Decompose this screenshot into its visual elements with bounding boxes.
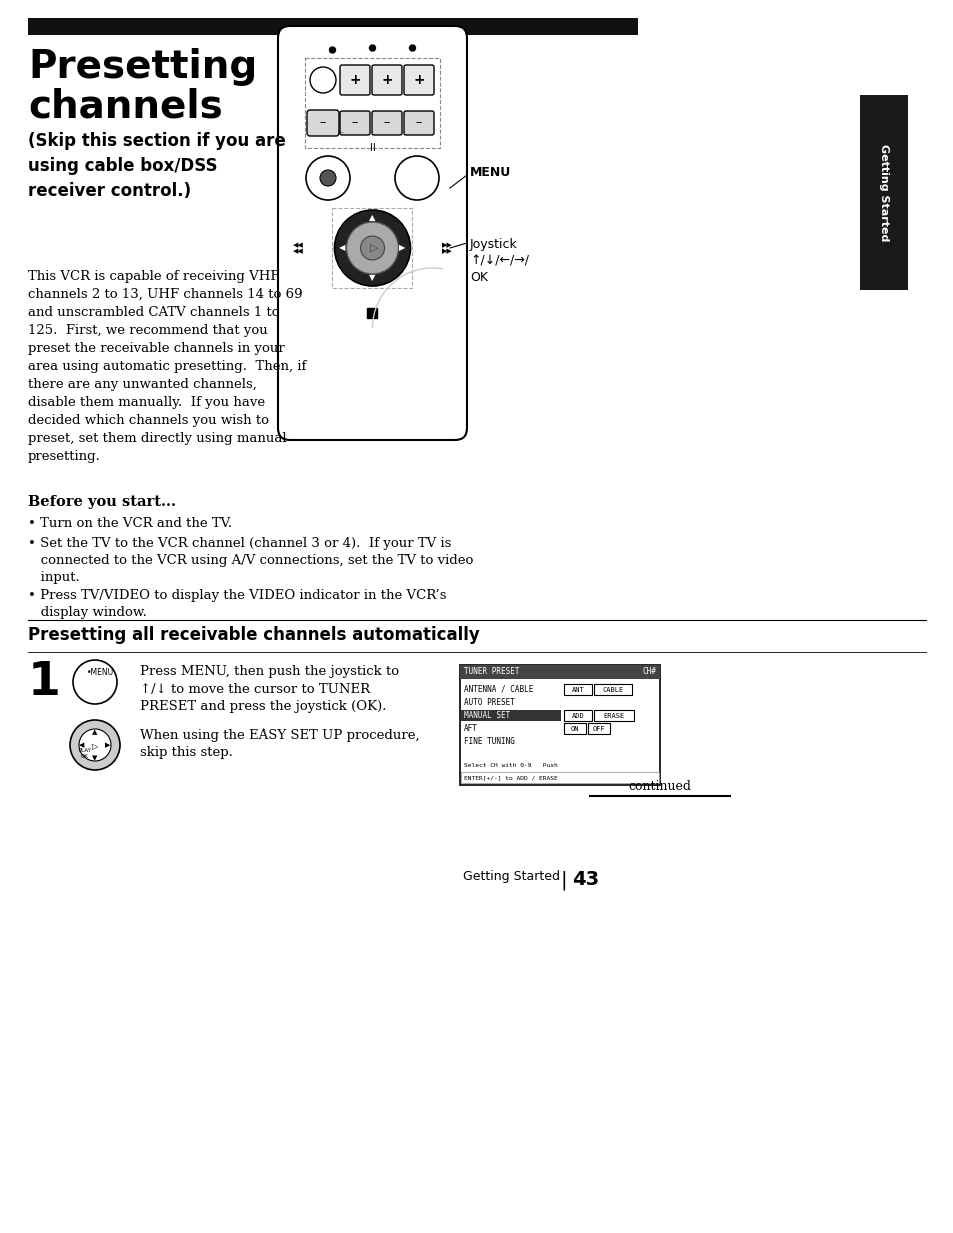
FancyBboxPatch shape xyxy=(403,65,434,95)
Text: ADD: ADD xyxy=(571,713,584,719)
Text: ▶: ▶ xyxy=(105,742,111,748)
Circle shape xyxy=(409,44,416,51)
FancyBboxPatch shape xyxy=(594,684,631,695)
Text: Presetting: Presetting xyxy=(28,48,257,86)
Text: Joystick
↑/↓/←/→/
OK: Joystick ↑/↓/←/→/ OK xyxy=(470,238,529,284)
Text: ▼: ▼ xyxy=(369,274,375,282)
Text: –: – xyxy=(319,116,326,129)
FancyBboxPatch shape xyxy=(403,111,434,134)
Text: ▶▶
▶▶: ▶▶ ▶▶ xyxy=(441,242,452,254)
Text: +: + xyxy=(381,73,393,88)
Text: ▶: ▶ xyxy=(399,243,405,253)
Text: Press MENU, then push the joystick to
↑/↓ to move the cursor to TUNER
PRESET and: Press MENU, then push the joystick to ↑/… xyxy=(140,665,398,713)
Text: ◀◀
◀◀: ◀◀ ◀◀ xyxy=(293,242,303,254)
Circle shape xyxy=(73,660,117,704)
Text: –: – xyxy=(383,116,390,129)
Bar xyxy=(367,308,377,318)
Text: • Set the TV to the VCR channel (channel 3 or 4).  If your TV is
   connected to: • Set the TV to the VCR channel (channel… xyxy=(28,538,473,584)
FancyBboxPatch shape xyxy=(594,710,634,721)
FancyBboxPatch shape xyxy=(28,18,638,35)
Circle shape xyxy=(306,157,350,200)
Circle shape xyxy=(346,222,398,274)
FancyBboxPatch shape xyxy=(563,710,592,721)
Circle shape xyxy=(335,210,410,286)
Text: –: – xyxy=(416,116,421,129)
Text: Getting Started: Getting Started xyxy=(462,870,559,883)
Text: |: | xyxy=(560,870,567,889)
Circle shape xyxy=(79,729,111,761)
FancyBboxPatch shape xyxy=(372,65,401,95)
Text: ▷: ▷ xyxy=(91,742,98,751)
FancyBboxPatch shape xyxy=(459,665,659,785)
Text: OK: OK xyxy=(81,755,89,760)
Text: • Press TV/VIDEO to display the VIDEO indicator in the VCR’s
   display window.: • Press TV/VIDEO to display the VIDEO in… xyxy=(28,589,446,619)
Text: AUTO PRESET: AUTO PRESET xyxy=(463,698,515,707)
Text: –: – xyxy=(352,116,357,129)
Text: ENTER[+/-] to ADD / ERASE: ENTER[+/-] to ADD / ERASE xyxy=(463,776,558,780)
Circle shape xyxy=(70,720,120,769)
Text: TUNER PRESET: TUNER PRESET xyxy=(463,667,519,677)
FancyBboxPatch shape xyxy=(339,65,370,95)
Text: Select CH with 0-9   Push: Select CH with 0-9 Push xyxy=(463,763,558,768)
Text: ANT: ANT xyxy=(571,687,584,693)
Circle shape xyxy=(369,44,375,51)
FancyBboxPatch shape xyxy=(563,684,592,695)
Text: 43: 43 xyxy=(572,870,598,889)
Text: CABLE: CABLE xyxy=(601,687,623,693)
Text: +: + xyxy=(349,73,360,88)
FancyBboxPatch shape xyxy=(307,110,338,136)
FancyBboxPatch shape xyxy=(277,26,467,440)
FancyBboxPatch shape xyxy=(305,58,439,148)
Circle shape xyxy=(329,47,335,53)
Text: Getting Started: Getting Started xyxy=(878,144,888,242)
Text: • Turn on the VCR and the TV.: • Turn on the VCR and the TV. xyxy=(28,517,232,530)
Text: ▷: ▷ xyxy=(370,243,378,253)
Text: ON: ON xyxy=(570,726,578,732)
FancyBboxPatch shape xyxy=(372,111,401,134)
FancyBboxPatch shape xyxy=(459,665,659,679)
Text: continued: continued xyxy=(628,780,691,793)
Text: +: + xyxy=(413,73,424,88)
FancyBboxPatch shape xyxy=(460,772,659,783)
FancyBboxPatch shape xyxy=(859,95,907,290)
Text: ▼: ▼ xyxy=(92,755,97,761)
Text: •MENU: •MENU xyxy=(87,668,114,677)
Circle shape xyxy=(310,67,335,92)
Text: AFT: AFT xyxy=(463,724,477,732)
Circle shape xyxy=(395,157,438,200)
Text: OFF: OFF xyxy=(592,726,605,732)
Text: ⊢: ⊢ xyxy=(336,129,343,136)
FancyBboxPatch shape xyxy=(460,710,560,721)
Text: CH#: CH# xyxy=(641,667,656,677)
Text: MANUAL SET: MANUAL SET xyxy=(463,711,510,720)
Text: MENU: MENU xyxy=(470,166,511,180)
Text: Presetting all receivable channels automatically: Presetting all receivable channels autom… xyxy=(28,626,479,644)
Text: ◀: ◀ xyxy=(79,742,85,748)
Text: ERASE: ERASE xyxy=(602,713,624,719)
Circle shape xyxy=(319,170,335,186)
Text: ◀: ◀ xyxy=(339,243,345,253)
Text: ANTENNA / CABLE: ANTENNA / CABLE xyxy=(463,686,533,694)
Text: II: II xyxy=(369,143,375,153)
Text: PLAY: PLAY xyxy=(78,748,91,753)
Text: FINE TUNING: FINE TUNING xyxy=(463,737,515,746)
Text: ▲: ▲ xyxy=(92,729,97,735)
FancyBboxPatch shape xyxy=(333,208,412,289)
Circle shape xyxy=(360,236,384,260)
FancyBboxPatch shape xyxy=(587,723,609,734)
Text: 1: 1 xyxy=(28,660,61,705)
FancyBboxPatch shape xyxy=(339,111,370,134)
Text: (Skip this section if you are
using cable box/DSS
receiver control.): (Skip this section if you are using cabl… xyxy=(28,132,286,200)
FancyBboxPatch shape xyxy=(563,723,585,734)
Text: When using the EÀSY SET UP procedure,
skip this step.: When using the EÀSY SET UP procedure, s… xyxy=(140,727,419,760)
Text: Before you start...: Before you start... xyxy=(28,494,175,509)
Text: channels: channels xyxy=(28,88,222,126)
Text: ▲: ▲ xyxy=(369,213,375,222)
Text: This VCR is capable of receiving VHF
channels 2 to 13, UHF channels 14 to 69
and: This VCR is capable of receiving VHF cha… xyxy=(28,270,306,464)
